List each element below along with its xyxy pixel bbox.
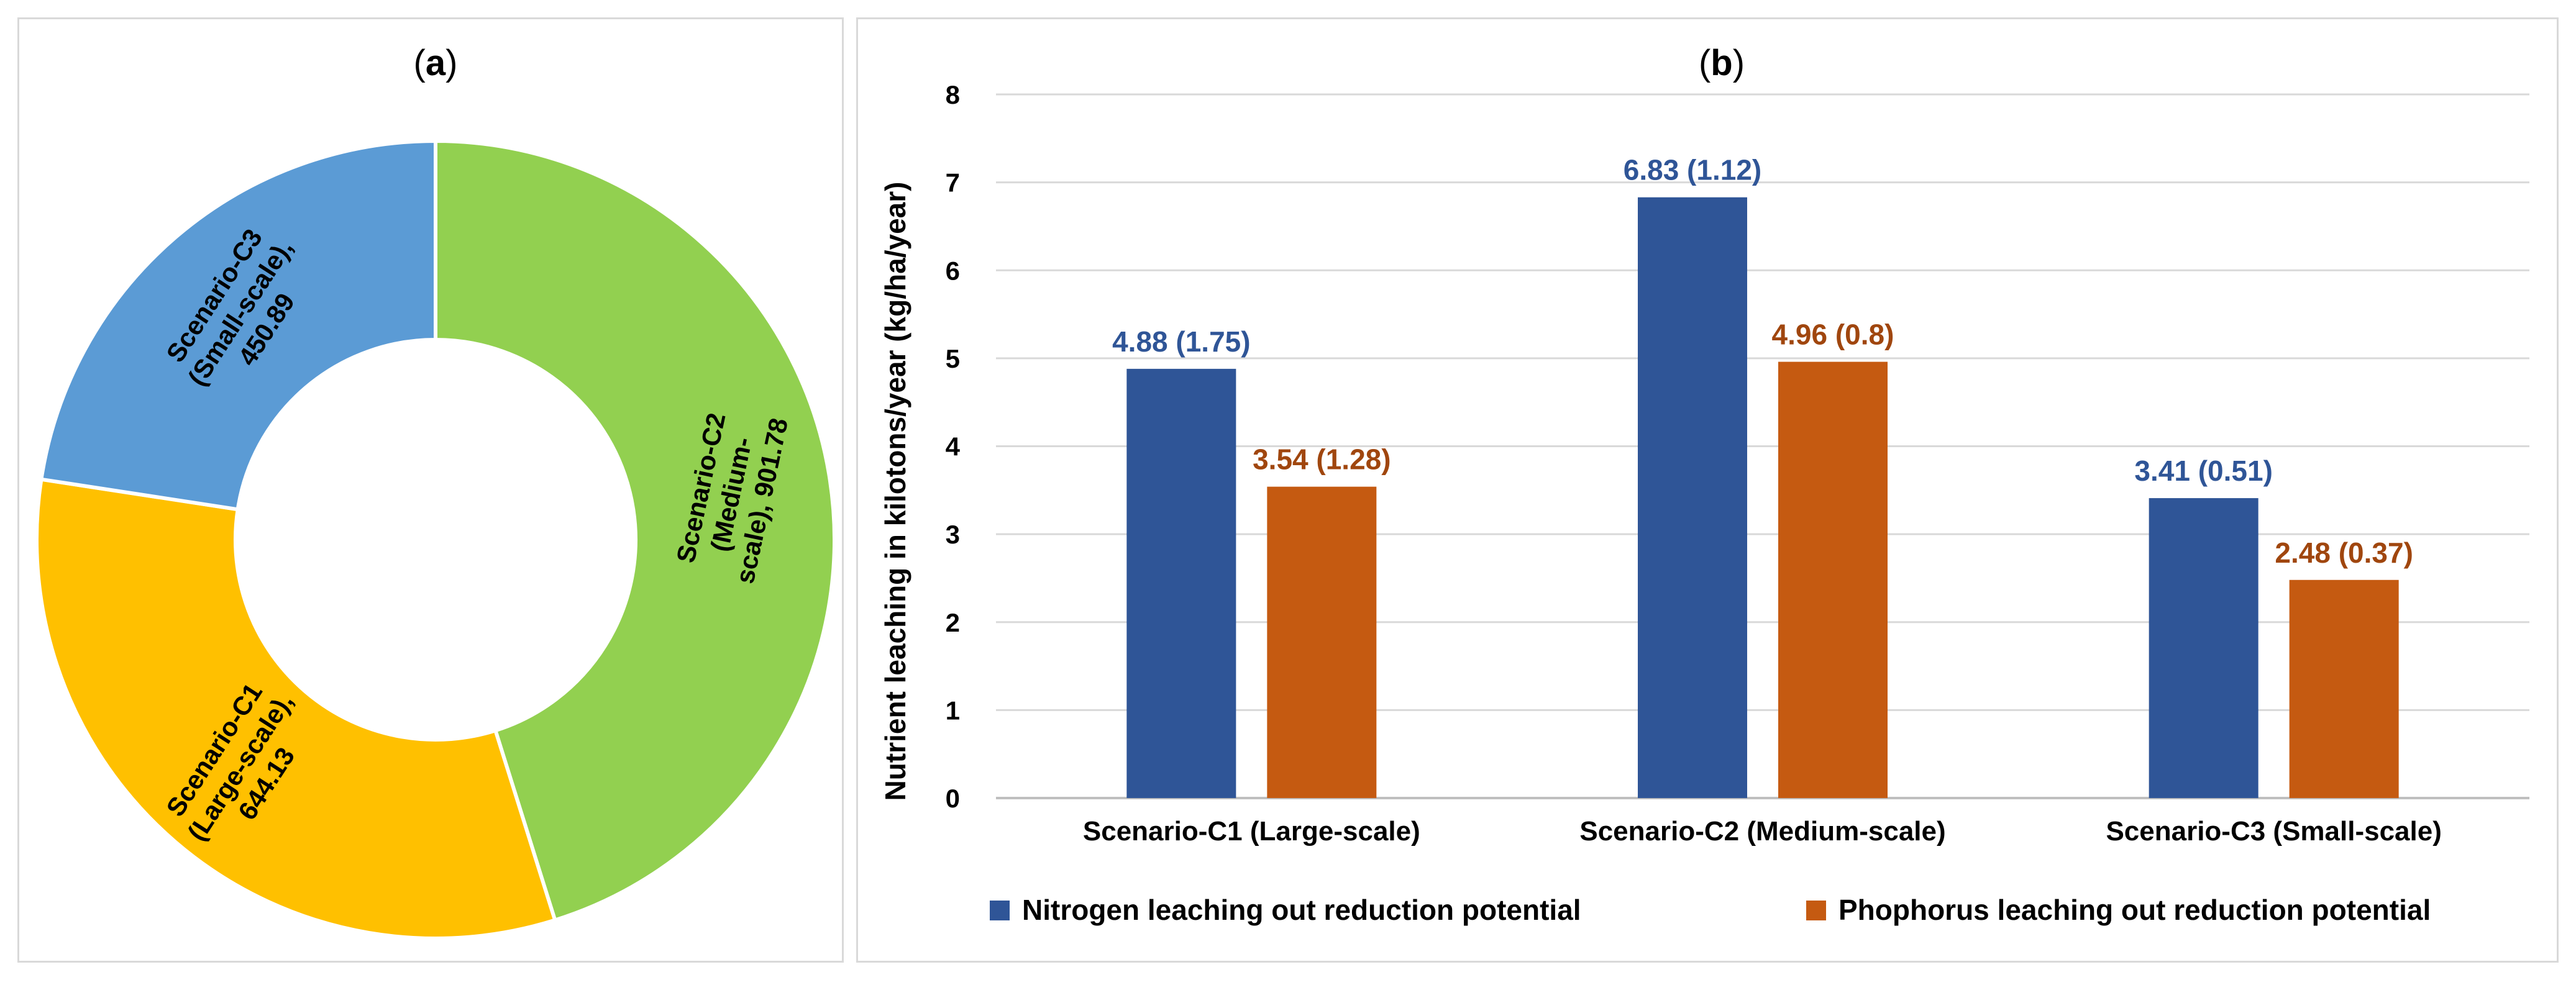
donut-slice: [35, 477, 557, 940]
bar-data-label: 4.96 (0.8): [1772, 319, 1894, 351]
y-tick-label: 7: [946, 168, 960, 197]
donut-chart-title: (a): [414, 43, 458, 83]
bar: [2289, 579, 2399, 798]
legend-label: Nitrogen leaching out reduction potentia…: [1022, 894, 1581, 926]
bar-data-label: 6.83 (1.12): [1624, 154, 1761, 186]
legend-swatch: [1806, 901, 1826, 920]
bar: [1638, 197, 1747, 798]
donut-slice: [39, 138, 437, 512]
donut-chart: (a) Scenario-C2(Medium-scale), 901.78Sce…: [35, 43, 837, 940]
bar: [1126, 368, 1236, 798]
y-tick-label: 8: [946, 80, 960, 109]
bar-data-label: 3.41 (0.51): [2134, 455, 2272, 487]
y-tick-label: 6: [946, 256, 960, 285]
donut-slice: [434, 138, 837, 923]
bar: [1778, 361, 1888, 798]
legend-swatch: [990, 901, 1010, 920]
donut-chart-panel: (a) Scenario-C2(Medium-scale), 901.78 Sce…: [17, 17, 844, 963]
x-tick-label: Scenario-C1 (Large-scale): [1083, 816, 1420, 847]
bar-chart-panel: (b) 0 1 2 3 4 5 6 7 8 4.88 (1.75) 3.54 (1.28) 6.83…: [856, 17, 2559, 963]
x-tick-label: Scenario-C3 (Small-scale): [2106, 816, 2441, 847]
bar-chart-title: (b): [1699, 43, 1745, 83]
bar: [2149, 498, 2259, 798]
bar-data-label: 4.88 (1.75): [1112, 325, 1250, 358]
bar: [1267, 486, 1377, 798]
bar-data-label: 2.48 (0.37): [2275, 537, 2413, 569]
bar-data-label: 3.54 (1.28): [1253, 443, 1391, 476]
y-tick-label: 5: [946, 344, 960, 373]
y-tick-label: 0: [946, 784, 960, 813]
y-axis-label: Nutrient leaching in kilotons/year (kg/h…: [879, 182, 911, 801]
y-tick-label: 2: [946, 608, 960, 637]
legend-label: Phophorus leaching out reduction potenti…: [1838, 894, 2431, 926]
x-tick-label: Scenario-C2 (Medium-scale): [1579, 816, 1945, 847]
bar-chart: (b) 0 1 2 3 4 5 6 7 8 4.88 (1.75) 3.54 (1.28) 6.83…: [879, 43, 2529, 926]
y-tick-label: 4: [946, 432, 961, 461]
y-tick-label: 1: [946, 696, 960, 725]
y-tick-label: 3: [946, 520, 960, 549]
